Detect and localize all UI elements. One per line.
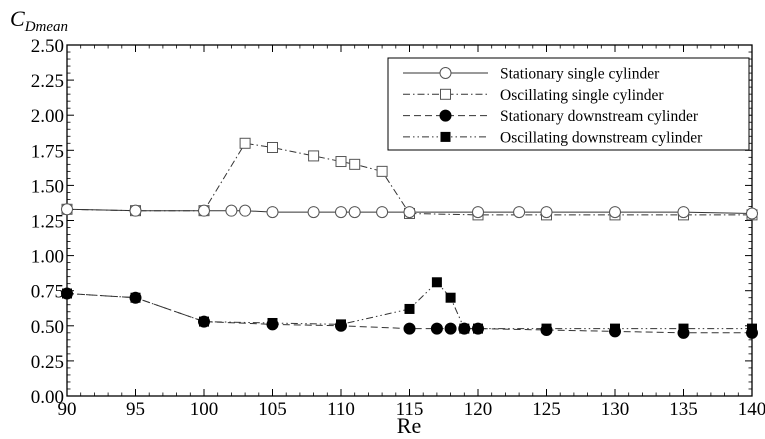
data-point: [444, 322, 457, 335]
data-point: [198, 315, 210, 328]
data-point: [129, 204, 142, 217]
data-point: [335, 206, 347, 219]
legend-label: Oscillating downstream cylinder: [500, 129, 703, 146]
data-point: [431, 277, 442, 288]
data-point: [458, 322, 471, 335]
y-tick-label: 0.25: [31, 352, 64, 373]
data-point: [376, 206, 389, 219]
x-tick-label: 90: [58, 399, 77, 420]
data-point: [540, 206, 553, 219]
y-tick-label: 2.00: [31, 106, 64, 127]
series-layer: [61, 137, 758, 339]
data-point: [129, 291, 142, 304]
legend-entry-1: Stationary single cylinder: [403, 66, 660, 83]
legend-label: Oscillating single cylinder: [500, 87, 664, 104]
legend-label: Stationary downstream cylinder: [500, 108, 699, 125]
data-point: [677, 326, 690, 339]
y-axis-title: CDmean: [10, 6, 68, 35]
x-tick-label: 115: [396, 399, 424, 420]
series-1: [61, 203, 758, 220]
x-tick-label: 95: [126, 399, 145, 420]
y-axis-title-subscript: Dmean: [24, 19, 68, 35]
x-tick-label: 135: [669, 399, 698, 420]
y-tick-label: 1.50: [31, 176, 64, 197]
data-point: [239, 204, 252, 217]
data-point: [403, 206, 416, 219]
data-point: [609, 206, 621, 219]
data-point: [308, 150, 320, 162]
data-point: [348, 206, 361, 219]
data-point: [472, 322, 484, 335]
legend: Stationary single cylinder Oscillating si…: [387, 57, 750, 151]
legend-entry-2: Oscillating single cylinder: [403, 87, 664, 104]
x-tick-label: 100: [190, 399, 219, 420]
data-point: [513, 206, 526, 219]
data-point: [61, 287, 73, 300]
data-point: [61, 203, 73, 216]
y-tick-label: 0.50: [31, 317, 64, 338]
y-tick-label: 1.75: [31, 141, 64, 162]
legend-swatch-marker: [439, 109, 452, 122]
data-point: [335, 319, 347, 332]
data-point: [225, 204, 238, 217]
data-point: [677, 206, 690, 219]
series-3: [61, 287, 758, 339]
legend-swatch-marker: [440, 88, 451, 100]
data-point: [198, 204, 210, 217]
y-tick-label: 0.75: [31, 282, 64, 303]
y-tick-label: 2.25: [31, 71, 64, 92]
series-line: [66, 293, 752, 334]
data-point: [746, 207, 758, 220]
y-tick-label: 1.25: [31, 212, 64, 233]
series-line: [66, 142, 752, 216]
data-point: [335, 156, 347, 168]
y-tick-label: 2.50: [31, 36, 64, 57]
data-point: [430, 322, 443, 335]
x-tick-label: 120: [464, 399, 493, 420]
data-point: [349, 158, 361, 170]
legend-swatch-marker: [440, 131, 451, 142]
data-point: [239, 137, 251, 149]
data-point: [266, 206, 279, 219]
data-point: [472, 206, 484, 219]
data-point: [445, 292, 456, 303]
data-point: [746, 326, 758, 339]
y-axis-title-main: C: [10, 6, 25, 31]
x-tick-label: 125: [532, 399, 561, 420]
legend-label: Stationary single cylinder: [500, 66, 660, 83]
data-point: [266, 318, 279, 331]
legend-swatch-marker: [439, 67, 452, 79]
data-point: [404, 303, 415, 314]
data-point: [540, 324, 553, 337]
x-tick-label: 130: [601, 399, 630, 420]
x-tick-label: 105: [258, 399, 287, 420]
axes: 90 95 100 105 110 115 120 125 130 135 140 0.00 0.25 0…: [31, 36, 765, 420]
data-point: [403, 322, 416, 335]
y-tick-label: 0.00: [31, 387, 64, 408]
x-axis-title: Re: [397, 413, 421, 438]
x-tick-label: 110: [327, 399, 355, 420]
data-point: [609, 325, 621, 338]
series-line: [66, 281, 752, 330]
legend-entry-4: Oscillating downstream cylinder: [403, 129, 703, 146]
legend-entry-3: Stationary downstream cylinder: [403, 108, 699, 125]
data-point: [376, 165, 388, 177]
data-point: [267, 141, 278, 153]
x-tick-label: 140: [738, 399, 765, 420]
y-tick-label: 1.00: [31, 247, 64, 268]
data-point: [307, 206, 320, 219]
